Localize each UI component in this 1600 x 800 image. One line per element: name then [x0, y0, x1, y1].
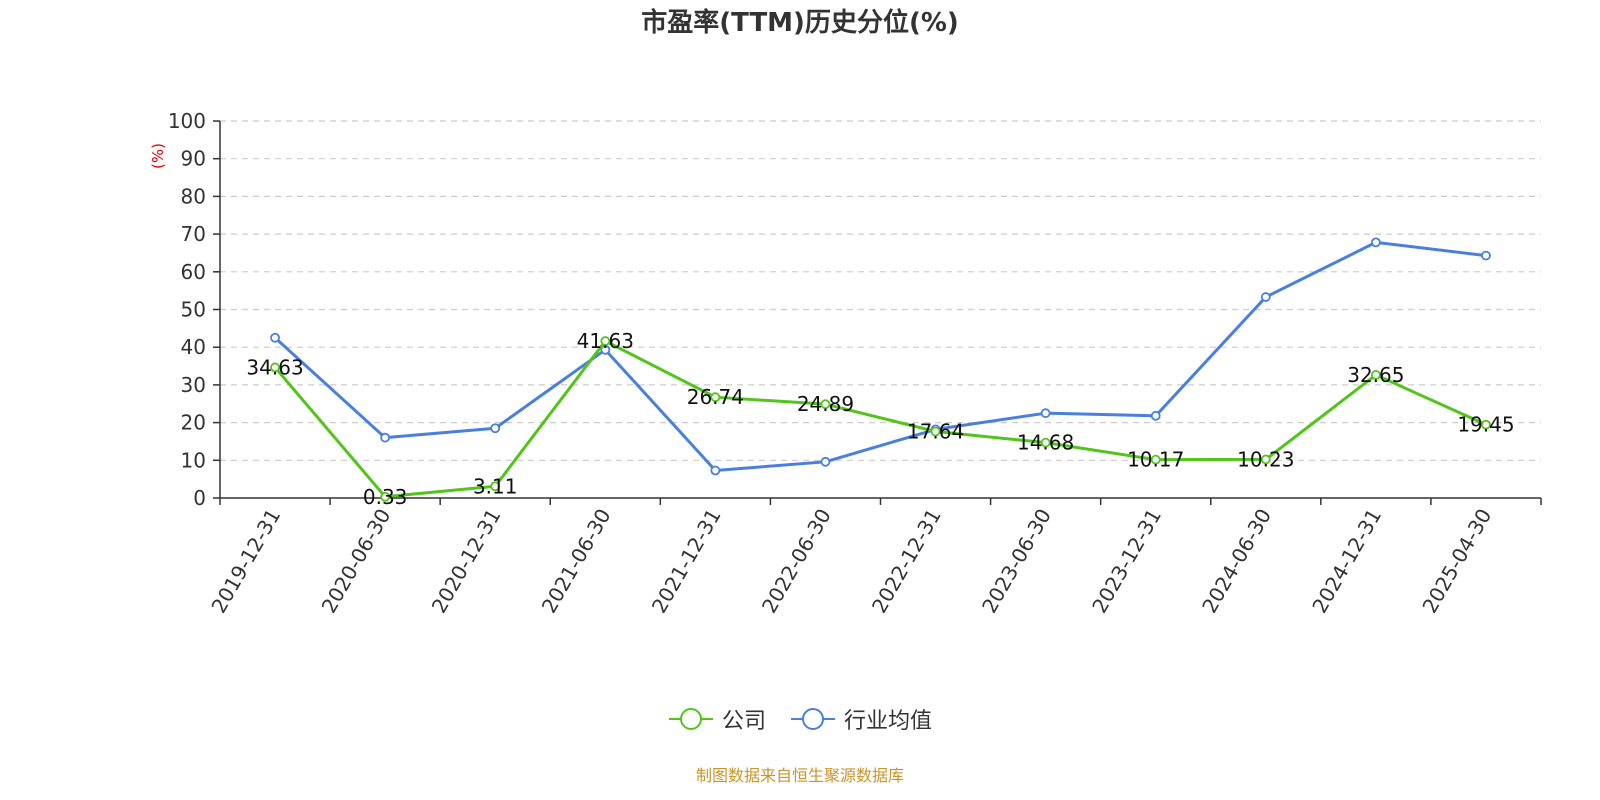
data-label: 17.64 — [907, 419, 964, 443]
data-point-0[interactable] — [1370, 370, 1381, 380]
legend-item-industry-average[interactable]: 行业均值 — [790, 703, 932, 735]
data-point-1[interactable] — [1150, 410, 1161, 421]
axes — [213, 120, 1542, 505]
x-tick-labels: 2019-12-31 2020-06-30 2020-12-31 2021-06-30… — [206, 505, 1496, 618]
data-point-1[interactable] — [1370, 237, 1381, 248]
legend-company-marker-icon — [668, 708, 713, 730]
y-tick-label: 70 — [181, 222, 206, 246]
y-tick-label: 0 — [193, 486, 206, 510]
series-line-1 — [274, 240, 1487, 472]
data-point-0[interactable] — [270, 362, 280, 373]
legend: 公司 行业均值 — [0, 703, 1600, 735]
series-layer — [270, 237, 1491, 502]
data-label: 26.74 — [687, 385, 744, 409]
data-label: 32.65 — [1347, 363, 1404, 387]
x-tick-label: 2023-06-30 — [977, 505, 1056, 618]
chart-title: 市盈率(TTM)历史分位(%) — [641, 8, 959, 38]
y-tick-label: 90 — [181, 147, 206, 171]
x-tick-label: 2022-12-31 — [867, 505, 946, 618]
y-tick-label: 10 — [181, 448, 206, 472]
data-label: 10.17 — [1127, 448, 1184, 472]
data-label: 14.68 — [1017, 431, 1074, 455]
data-label: 10.23 — [1237, 447, 1294, 471]
data-point-0[interactable] — [1260, 454, 1271, 465]
y-tick-label: 80 — [181, 184, 206, 208]
y-tick-label: 30 — [181, 373, 206, 397]
x-tick-label: 2024-12-31 — [1307, 505, 1386, 618]
data-point-1[interactable] — [1260, 292, 1271, 302]
data-point-1[interactable] — [1040, 408, 1051, 419]
data-label: 24.89 — [797, 392, 854, 416]
data-point-1[interactable] — [820, 456, 831, 467]
data-point-0[interactable] — [820, 399, 831, 410]
data-labels: 34.63 0.33 3.11 41.63 26.74 24.89 17.64 14.68 10… — [246, 329, 1514, 509]
legend-label-company: 公司 — [721, 709, 766, 734]
data-point-0[interactable] — [930, 426, 941, 437]
data-point-1[interactable] — [380, 432, 391, 443]
x-tick-label: 2020-06-30 — [317, 505, 396, 618]
data-point-0[interactable] — [600, 336, 611, 346]
data-point-1[interactable] — [490, 423, 501, 434]
x-tick-label: 2021-12-31 — [647, 505, 726, 618]
data-point-1[interactable] — [1481, 250, 1491, 261]
y-tick-label: 100 — [168, 109, 206, 133]
data-point-1[interactable] — [270, 332, 280, 343]
x-tick-label: 2022-06-30 — [757, 505, 836, 618]
data-label: 3.11 — [473, 474, 518, 498]
data-label: 34.63 — [246, 355, 303, 379]
data-label: 19.45 — [1457, 413, 1514, 437]
y-tick-label: 50 — [181, 298, 206, 322]
y-tick-label: 20 — [181, 411, 206, 435]
x-tick-label: 2020-12-31 — [427, 505, 506, 618]
series-line-0 — [273, 339, 1487, 499]
grid-lines — [220, 120, 1541, 461]
data-label: 41.63 — [577, 329, 634, 353]
y-tick-label: 60 — [181, 260, 206, 284]
x-tick-label: 2025-04-30 — [1417, 505, 1496, 618]
x-tick-label: 2024-06-30 — [1197, 505, 1276, 618]
data-label: 0.33 — [363, 485, 408, 509]
x-tick-label: 2021-06-30 — [537, 505, 616, 618]
data-point-0[interactable] — [380, 491, 391, 502]
x-tick-label: 2019-12-31 — [206, 505, 285, 618]
data-point-0[interactable] — [1040, 437, 1051, 448]
x-tick-label: 2023-12-31 — [1087, 505, 1166, 618]
data-point-0[interactable] — [490, 481, 501, 492]
y-tick-label: 40 — [181, 335, 206, 359]
data-point-1[interactable] — [710, 465, 721, 476]
y-tick-labels: 0 10 20 30 40 50 60 70 80 90 100 — [168, 109, 206, 510]
y-axis-unit-label: (%) — [149, 143, 167, 169]
data-point-0[interactable] — [710, 392, 721, 403]
legend-industry-marker-icon — [791, 708, 835, 730]
line-chart: (%) 0 10 20 30 40 50 60 70 80 90 100 2019-12-31 202… — [149, 109, 1542, 618]
legend-item-company[interactable]: 公司 — [668, 703, 766, 735]
source-note: 制图数据来自恒生聚源数据库 — [695, 766, 904, 785]
data-point-0[interactable] — [1481, 419, 1491, 430]
data-point-0[interactable] — [1150, 454, 1161, 465]
legend-label-industry-average: 行业均值 — [844, 709, 933, 734]
